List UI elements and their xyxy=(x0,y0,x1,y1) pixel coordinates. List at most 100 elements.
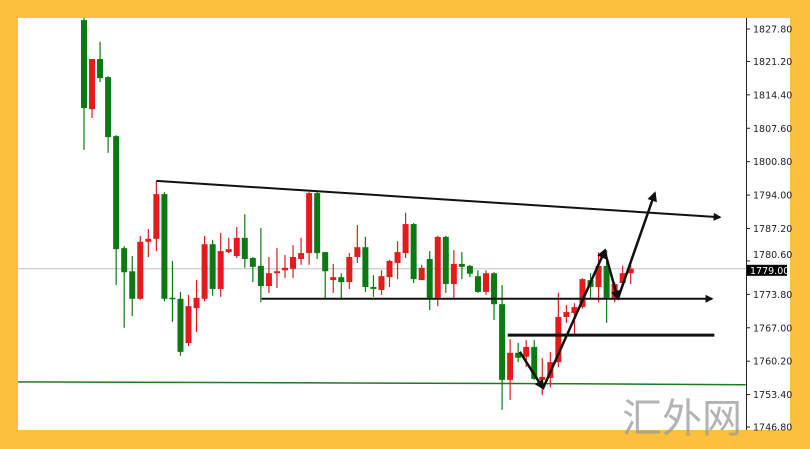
candle xyxy=(193,280,200,333)
y-tick-label: 1814.40 xyxy=(753,90,792,101)
candle xyxy=(314,192,321,259)
candle xyxy=(121,246,128,328)
candle-body xyxy=(627,268,634,274)
current-price-label: 1779.00 xyxy=(747,264,789,277)
candle-body xyxy=(458,263,465,267)
candle xyxy=(442,235,449,293)
candle-body xyxy=(499,304,506,380)
candle-body xyxy=(209,244,216,289)
candle-body xyxy=(225,249,232,253)
candle-body xyxy=(362,247,369,287)
candle-body xyxy=(322,252,329,272)
candle-body xyxy=(619,273,626,284)
candle xyxy=(515,343,522,363)
candle-body xyxy=(386,260,393,278)
candle-body xyxy=(483,273,489,292)
candle xyxy=(434,235,441,307)
candle-body xyxy=(450,263,457,285)
watermark: 汇外网 xyxy=(622,396,742,442)
candle xyxy=(217,232,224,297)
candle xyxy=(201,235,208,302)
y-axis-ticks: 1827.80 1821.20 1814.40 1807.60 1800.80 1794.… xyxy=(746,25,792,434)
candle xyxy=(145,228,152,258)
y-tick-label: 1800.80 xyxy=(753,157,792,168)
candle-body xyxy=(314,193,321,254)
candle-body xyxy=(121,248,128,273)
plot-area xyxy=(18,18,790,430)
y-tick-label: 1767.00 xyxy=(753,323,792,334)
annotations xyxy=(156,179,722,390)
candle-body xyxy=(555,316,562,363)
candle xyxy=(450,250,457,298)
y-tick-label: 1780.60 xyxy=(753,250,792,261)
candle-body xyxy=(507,352,514,380)
candle-body xyxy=(539,376,546,380)
candle xyxy=(185,294,192,346)
candle xyxy=(378,270,385,295)
candle xyxy=(273,248,280,288)
candle xyxy=(241,214,248,268)
candle-body xyxy=(105,77,112,138)
support-level-line xyxy=(18,381,746,386)
candle xyxy=(209,239,216,296)
y-tick-label: 1753.40 xyxy=(753,390,792,401)
candle-body xyxy=(338,277,345,283)
candle xyxy=(225,237,232,254)
candle-body xyxy=(531,346,538,379)
y-tick-label: 1827.80 xyxy=(753,25,792,36)
candle-body xyxy=(201,244,208,299)
candle-body xyxy=(161,194,168,299)
y-tick-label: 1773.80 xyxy=(753,290,792,301)
candle xyxy=(418,264,425,281)
candle xyxy=(483,270,489,295)
y-tick-label: 1794.00 xyxy=(753,191,792,202)
resistance-trendline-arrow xyxy=(156,179,722,221)
candle-body xyxy=(418,267,425,281)
candle xyxy=(338,273,345,300)
candle-body xyxy=(153,194,160,239)
candle xyxy=(257,228,264,303)
candle xyxy=(579,278,586,309)
candle xyxy=(249,257,256,283)
candle-body xyxy=(298,253,305,259)
candle-body xyxy=(97,58,104,79)
projection-arrow xyxy=(541,248,607,389)
candle xyxy=(346,253,353,289)
candle-body xyxy=(523,346,530,357)
candle xyxy=(410,223,417,284)
candle-body xyxy=(595,265,602,287)
candle xyxy=(563,305,570,323)
candle-body xyxy=(474,276,481,292)
candle xyxy=(153,180,160,252)
candle-body xyxy=(282,267,288,271)
candle-body xyxy=(330,277,337,281)
candle-body xyxy=(370,286,377,289)
y-tick-label: 1821.20 xyxy=(753,57,792,68)
candle xyxy=(474,270,481,293)
candle-body xyxy=(563,312,570,317)
candle-body xyxy=(579,279,586,308)
projection-arrow xyxy=(518,351,545,390)
y-tick-label: 1760.20 xyxy=(753,357,792,368)
candle-body xyxy=(169,297,176,300)
candle xyxy=(370,275,377,297)
candles xyxy=(81,18,634,410)
candle xyxy=(89,58,96,118)
candle xyxy=(595,252,602,303)
candle-body xyxy=(466,265,473,274)
current-price-text: 1779.00 xyxy=(750,266,789,277)
candle xyxy=(298,237,305,265)
candle xyxy=(362,236,369,292)
candle-body xyxy=(515,352,522,358)
candle xyxy=(458,252,465,280)
candle xyxy=(177,291,184,356)
candle-body xyxy=(217,251,224,289)
candle xyxy=(330,263,337,293)
candle xyxy=(97,41,104,83)
candle xyxy=(290,245,297,279)
candle-body xyxy=(233,237,240,257)
candle xyxy=(322,252,329,299)
candle-body xyxy=(193,297,200,309)
candle-body xyxy=(89,58,96,110)
